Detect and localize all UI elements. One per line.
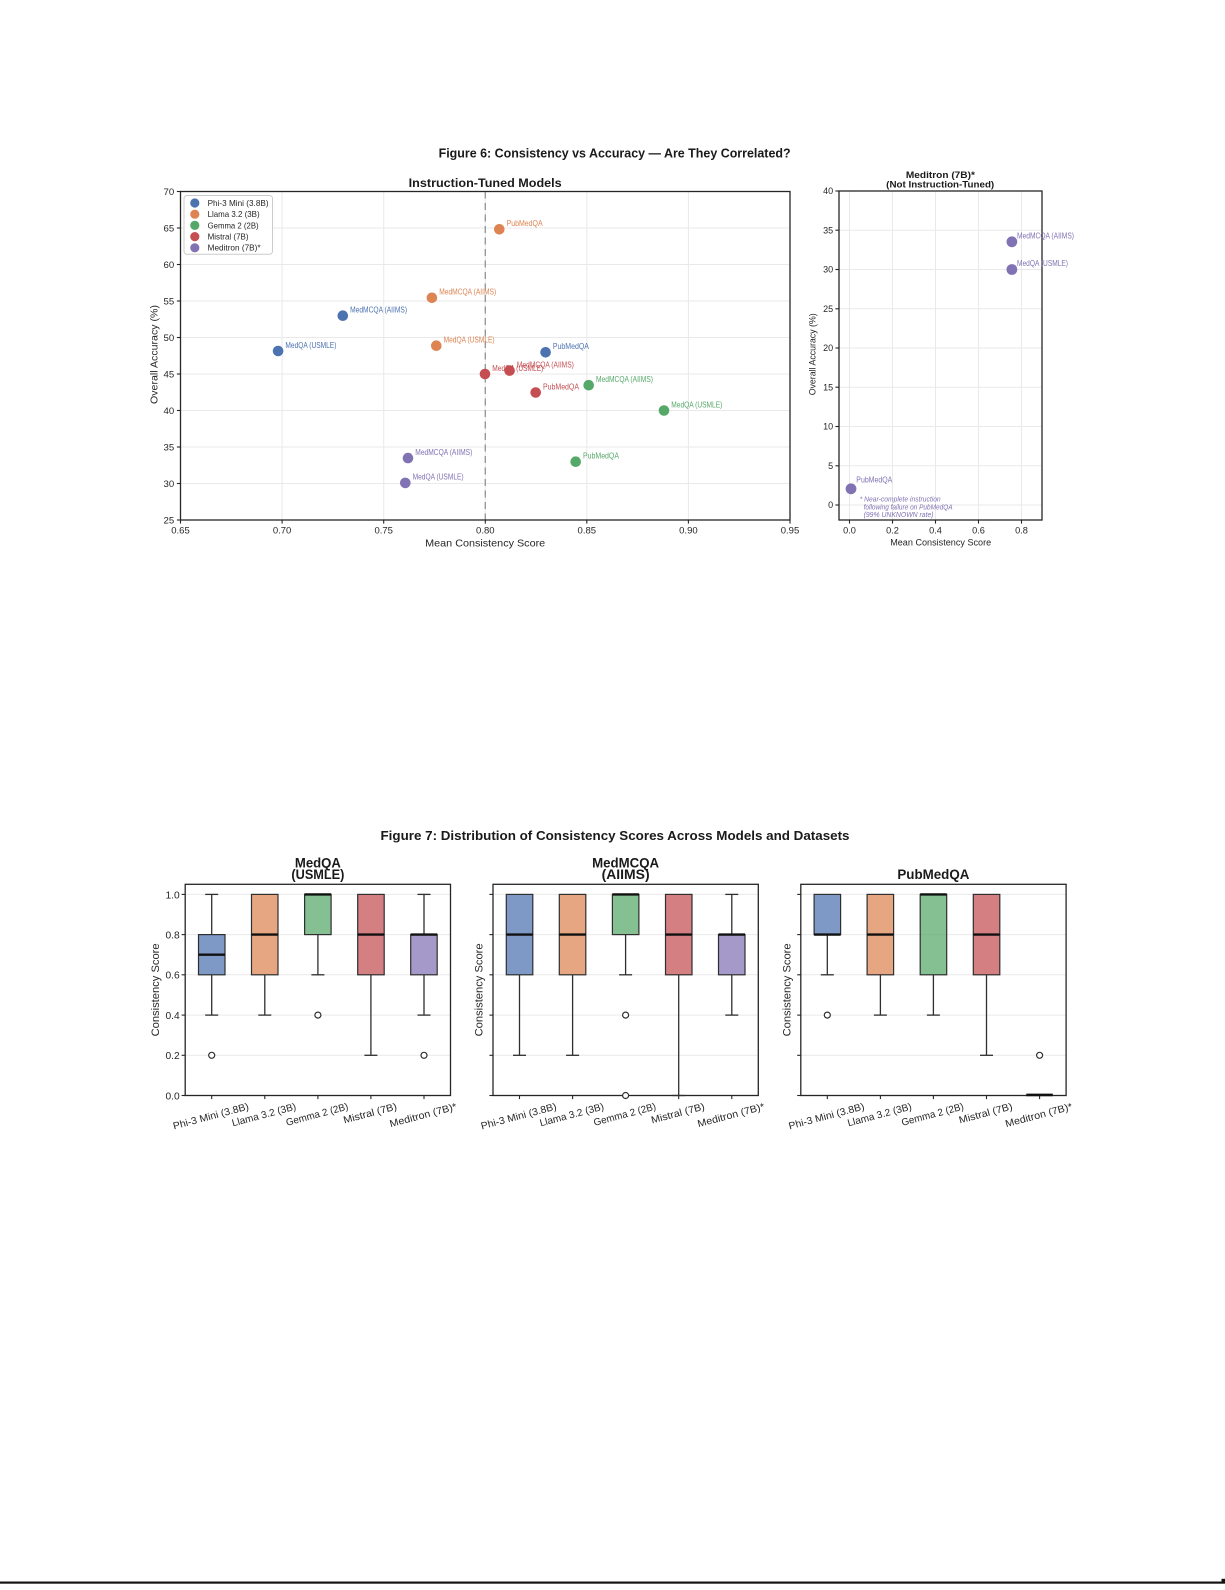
svg-text:0.85: 0.85 bbox=[578, 525, 597, 536]
svg-text:PubMedQA: PubMedQA bbox=[583, 452, 620, 461]
svg-text:25: 25 bbox=[164, 515, 175, 526]
svg-text:(Not Instruction-Tuned): (Not Instruction-Tuned) bbox=[886, 179, 994, 190]
svg-text:MedMCQA (AIIMS): MedMCQA (AIIMS) bbox=[350, 306, 407, 315]
svg-text:0.80: 0.80 bbox=[476, 525, 495, 536]
svg-text:10: 10 bbox=[823, 422, 833, 432]
svg-text:30: 30 bbox=[164, 479, 175, 490]
svg-text:MedQA (USMLE): MedQA (USMLE) bbox=[285, 341, 336, 350]
svg-text:40: 40 bbox=[164, 406, 175, 417]
svg-text:5: 5 bbox=[828, 461, 833, 471]
svg-text:0.75: 0.75 bbox=[374, 525, 393, 536]
svg-text:PubMedQA: PubMedQA bbox=[897, 867, 969, 882]
svg-text:0.65: 0.65 bbox=[171, 525, 190, 536]
svg-text:Figure 7: Distribution of Cons: Figure 7: Distribution of Consistency Sc… bbox=[381, 828, 850, 843]
svg-text:0.2: 0.2 bbox=[166, 1051, 180, 1062]
svg-text:0.2: 0.2 bbox=[886, 525, 899, 535]
svg-text:Figure 6: Consistency vs Accur: Figure 6: Consistency vs Accuracy — Are … bbox=[439, 146, 791, 161]
svg-text:MedMCQA (AIIMS): MedMCQA (AIIMS) bbox=[439, 288, 496, 297]
svg-text:Consistency Score: Consistency Score bbox=[474, 943, 486, 1036]
svg-text:Mean Consistency Score: Mean Consistency Score bbox=[425, 538, 545, 549]
svg-text:0.90: 0.90 bbox=[679, 525, 698, 536]
svg-text:Overall Accuracy (%): Overall Accuracy (%) bbox=[149, 305, 160, 404]
svg-text:Llama 3.2 (3B): Llama 3.2 (3B) bbox=[208, 209, 260, 219]
svg-text:(AIIMS): (AIIMS) bbox=[602, 867, 650, 882]
svg-text:0.95: 0.95 bbox=[781, 525, 800, 536]
svg-text:Mean Consistency Score: Mean Consistency Score bbox=[890, 538, 991, 549]
svg-text:Mistral (7B): Mistral (7B) bbox=[208, 232, 249, 242]
svg-text:0: 0 bbox=[828, 500, 833, 510]
svg-text:0.6: 0.6 bbox=[972, 525, 985, 535]
svg-text:30: 30 bbox=[823, 265, 833, 275]
svg-text:MedQA (USMLE): MedQA (USMLE) bbox=[671, 400, 722, 409]
svg-text:0.8: 0.8 bbox=[166, 931, 180, 942]
svg-text:Consistency Score: Consistency Score bbox=[150, 943, 162, 1036]
svg-text:40: 40 bbox=[823, 186, 833, 196]
svg-text:0.6: 0.6 bbox=[166, 971, 180, 982]
svg-text:MedMCQA (AIIMS): MedMCQA (AIIMS) bbox=[517, 360, 574, 369]
svg-text:0.4: 0.4 bbox=[929, 525, 942, 535]
svg-text:50: 50 bbox=[164, 333, 175, 344]
svg-text:0.4: 0.4 bbox=[166, 1011, 180, 1022]
svg-text:PubMedQA: PubMedQA bbox=[553, 342, 590, 351]
svg-text:MedQA (USMLE): MedQA (USMLE) bbox=[413, 473, 464, 482]
svg-text:PubMedQA: PubMedQA bbox=[507, 219, 544, 228]
svg-text:35: 35 bbox=[164, 442, 175, 453]
svg-text:Meditron (7B)*: Meditron (7B)* bbox=[208, 243, 262, 253]
svg-text:60: 60 bbox=[164, 260, 175, 271]
svg-text:0.0: 0.0 bbox=[843, 525, 856, 535]
svg-text:65: 65 bbox=[164, 223, 175, 234]
svg-text:35: 35 bbox=[823, 225, 833, 235]
svg-text:(USMLE): (USMLE) bbox=[291, 867, 344, 882]
svg-text:MedQA (USMLE): MedQA (USMLE) bbox=[444, 336, 495, 345]
svg-text:(99% UNKNOWN rate): (99% UNKNOWN rate) bbox=[864, 510, 934, 519]
svg-text:25: 25 bbox=[823, 304, 833, 314]
svg-text:0.8: 0.8 bbox=[1015, 525, 1028, 535]
svg-text:PubMedQA: PubMedQA bbox=[543, 382, 580, 391]
svg-text:Gemma 2 (2B): Gemma 2 (2B) bbox=[208, 220, 259, 230]
svg-text:Overall Accuracy (%): Overall Accuracy (%) bbox=[807, 313, 817, 395]
svg-text:MedMCQA (AIIMS): MedMCQA (AIIMS) bbox=[1017, 232, 1074, 241]
svg-text:MedMCQA (AIIMS): MedMCQA (AIIMS) bbox=[596, 375, 653, 384]
svg-text:55: 55 bbox=[164, 296, 175, 307]
svg-text:PubMedQA: PubMedQA bbox=[856, 476, 893, 485]
svg-text:20: 20 bbox=[823, 343, 833, 353]
svg-text:Instruction-Tuned Models: Instruction-Tuned Models bbox=[409, 176, 562, 190]
svg-text:MedMCQA (AIIMS): MedMCQA (AIIMS) bbox=[415, 448, 472, 457]
svg-text:Consistency Score: Consistency Score bbox=[781, 943, 793, 1036]
svg-text:Phi-3 Mini (3.8B): Phi-3 Mini (3.8B) bbox=[208, 198, 269, 208]
svg-text:1.0: 1.0 bbox=[166, 890, 180, 901]
svg-text:0.70: 0.70 bbox=[273, 525, 292, 536]
svg-text:45: 45 bbox=[164, 369, 175, 380]
svg-text:0.0: 0.0 bbox=[166, 1091, 180, 1102]
svg-text:15: 15 bbox=[823, 382, 833, 392]
svg-text:MedQA (USMLE): MedQA (USMLE) bbox=[1017, 259, 1068, 268]
svg-text:70: 70 bbox=[164, 187, 175, 198]
